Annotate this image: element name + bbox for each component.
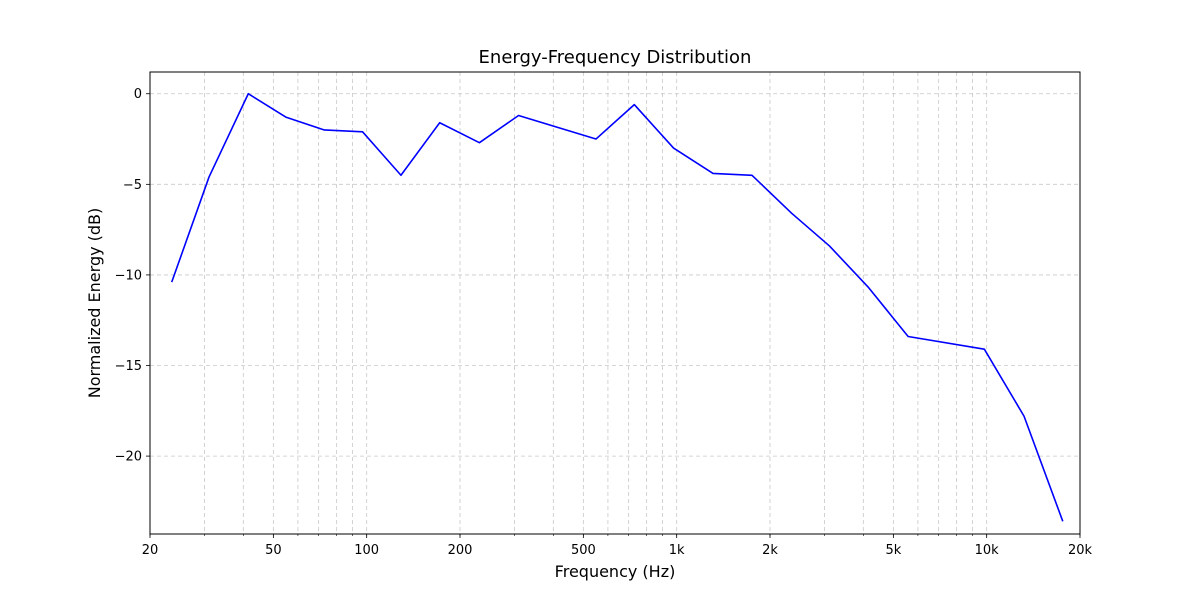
- x-tick-label: 2k: [762, 543, 778, 558]
- x-tick-label: 20k: [1068, 543, 1093, 558]
- x-tick-label: 20: [142, 543, 159, 558]
- x-tick-label: 200: [448, 543, 473, 558]
- x-tick-label: 1k: [669, 543, 685, 558]
- y-tick-label: 0: [134, 87, 142, 102]
- x-axis-ticks: 20 50 100 200 500 1k 2k 5k 10k 20k: [142, 534, 1093, 558]
- y-axis-ticks: 0 −5 −10 −15 −20: [115, 87, 150, 465]
- y-tick-label: −10: [115, 268, 142, 283]
- x-axis-title: Frequency (Hz): [555, 562, 676, 581]
- x-tick-label: 10k: [975, 543, 1000, 558]
- grid-layer: [150, 72, 1080, 534]
- series-layer: [170, 92, 1064, 522]
- x-tick-label: 5k: [885, 543, 901, 558]
- y-axis-title: Normalized Energy (dB): [85, 208, 104, 399]
- series-line: [170, 92, 1064, 522]
- x-tick-label: 50: [265, 543, 282, 558]
- y-tick-label: −20: [115, 450, 142, 465]
- y-tick-label: −5: [123, 178, 142, 193]
- y-tick-label: −15: [115, 359, 142, 374]
- x-tick-label: 500: [571, 543, 596, 558]
- plot-frame: [149, 71, 1081, 535]
- chart-title: Energy-Frequency Distribution: [479, 47, 752, 68]
- x-tick-label: 100: [354, 543, 379, 558]
